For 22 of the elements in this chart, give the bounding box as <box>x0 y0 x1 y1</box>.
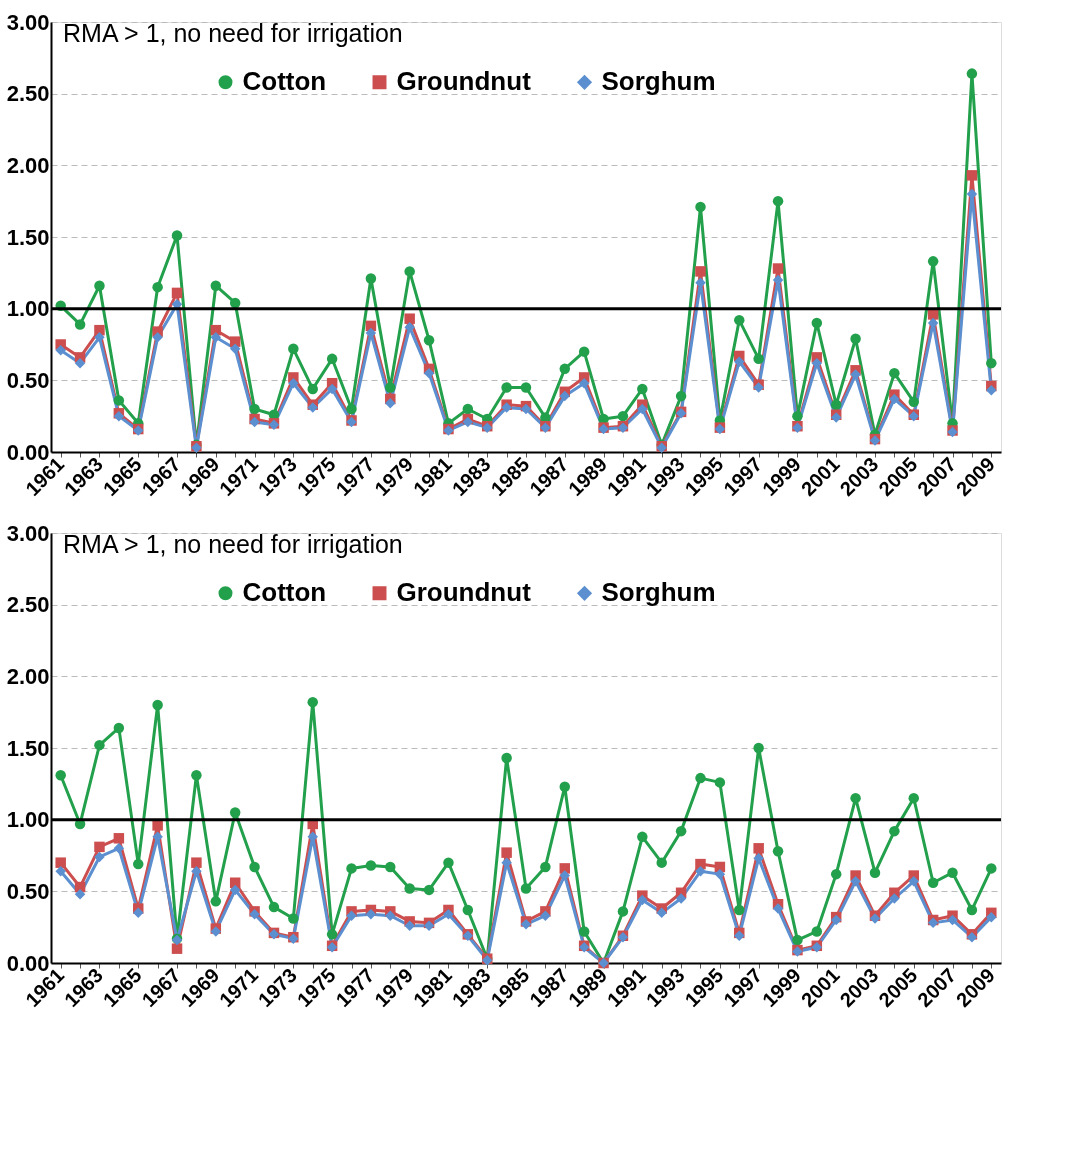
y-tick-label: 0.50 <box>6 367 50 393</box>
legend-label: Groundnut <box>396 66 532 97</box>
y-tick-label: 2.50 <box>6 592 50 618</box>
legend-label: Cotton <box>242 66 327 97</box>
y-tick-label: 2.00 <box>6 663 50 689</box>
legend-label: Groundnut <box>396 577 532 608</box>
legend-label: Sorghum <box>601 66 716 97</box>
legend-label: Cotton <box>242 577 327 608</box>
y-tick-label: 1.50 <box>6 224 50 250</box>
y-tick-label: 3.00 <box>6 9 50 35</box>
legend-label: Sorghum <box>601 577 716 608</box>
y-tick-label: 0.50 <box>6 878 50 904</box>
y-tick-label: 0.00 <box>6 439 50 465</box>
annotation: RMA > 1, no need for irrigation <box>63 529 403 558</box>
y-tick-label: 1.00 <box>6 807 50 833</box>
y-tick-label: 3.00 <box>6 520 50 546</box>
annotation: RMA > 1, no need for irrigation <box>63 18 403 47</box>
y-tick-label: 1.00 <box>6 296 50 322</box>
y-tick-label: 2.50 <box>6 81 50 107</box>
y-tick-label: 2.00 <box>6 152 50 178</box>
y-tick-label: 1.50 <box>6 735 50 761</box>
y-tick-label: 0.00 <box>6 950 50 976</box>
